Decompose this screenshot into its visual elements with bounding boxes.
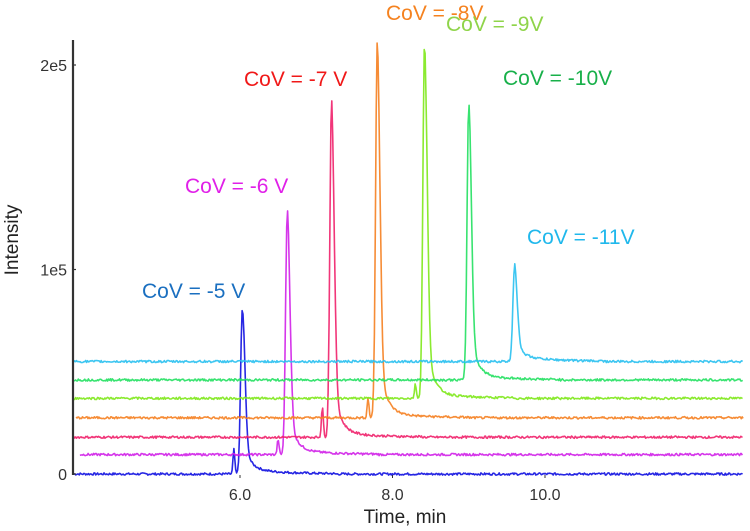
- peak-annotation: CoV = -6 V: [185, 175, 288, 198]
- x-tick-label: 6.0: [229, 487, 251, 504]
- peak-annotation: CoV = -11V: [527, 226, 635, 249]
- x-axis-title: Time, min: [364, 507, 447, 528]
- trace-line: [73, 309, 743, 476]
- y-tick-label: 2e5: [40, 58, 67, 75]
- y-tick-label: 1e5: [40, 263, 67, 280]
- peak-annotation: CoV = -5 V: [142, 280, 245, 303]
- trace-line: [79, 210, 743, 457]
- peak-annotation: CoV = -9V: [446, 13, 543, 36]
- trace-line: [73, 262, 744, 364]
- trace-line: [73, 100, 743, 440]
- y-axis-title: Intensity: [2, 204, 23, 275]
- peak-annotation: CoV = -8V: [386, 2, 483, 25]
- y-tick-label: 0: [58, 467, 67, 484]
- x-tick-label: 10.0: [529, 487, 560, 504]
- trace-line: [73, 48, 743, 401]
- trace-line: [75, 42, 744, 420]
- trace-line: [73, 104, 744, 382]
- y-axis-ticks: 0 1e5 2e5: [40, 58, 76, 484]
- x-axis-ticks: 6.0 8.0 10.0: [229, 475, 561, 504]
- traces-group: [73, 42, 744, 476]
- peak-annotation: CoV = -10V: [503, 67, 612, 90]
- peak-annotation: CoV = -7 V: [244, 68, 347, 91]
- x-tick-label: 8.0: [381, 487, 403, 504]
